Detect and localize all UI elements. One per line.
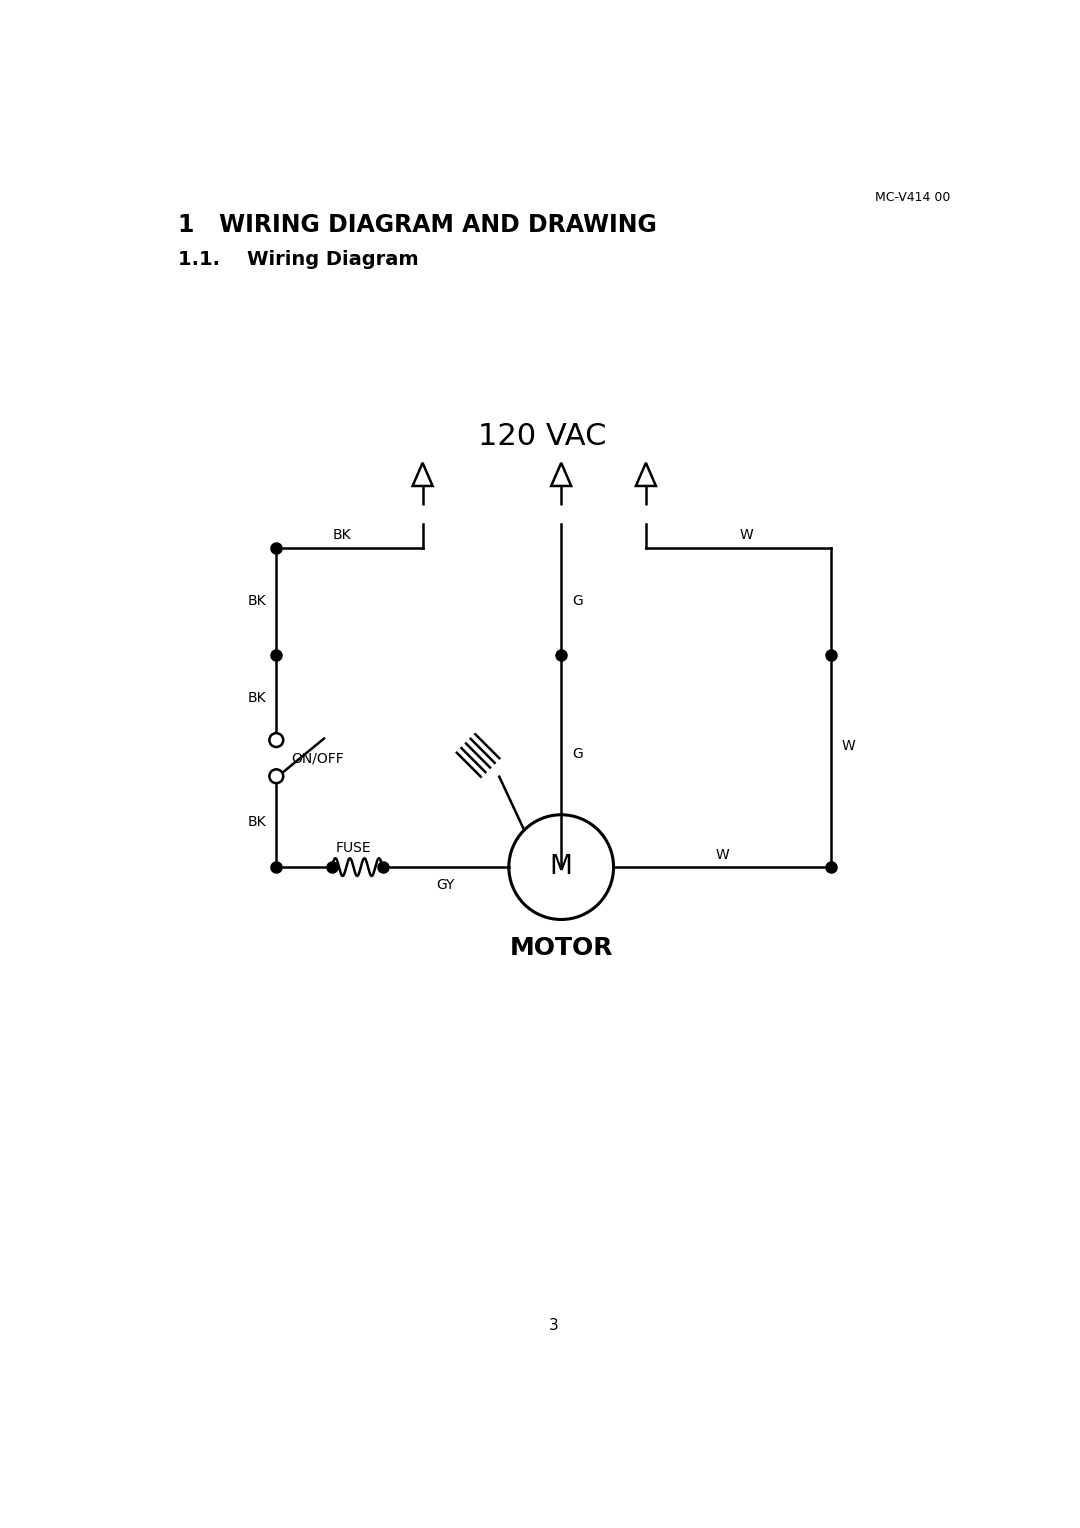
Text: 1   WIRING DIAGRAM AND DRAWING: 1 WIRING DIAGRAM AND DRAWING [178,212,657,237]
Text: G: G [572,594,583,608]
Text: BK: BK [333,529,351,542]
Circle shape [269,769,283,784]
Text: W: W [739,529,753,542]
Text: BK: BK [247,814,267,828]
Text: GY: GY [436,879,455,892]
Text: MOTOR: MOTOR [510,937,613,961]
Text: 1.1.    Wiring Diagram: 1.1. Wiring Diagram [178,249,418,269]
Text: ON/OFF: ON/OFF [292,752,345,766]
Text: M: M [550,854,572,880]
Text: W: W [715,848,729,862]
Circle shape [269,733,283,747]
Text: 120 VAC: 120 VAC [477,422,606,451]
Text: G: G [572,747,583,761]
Text: 3: 3 [549,1317,558,1332]
Text: FUSE: FUSE [336,840,372,854]
Text: BK: BK [247,691,267,704]
Text: W: W [841,740,855,753]
Text: MC-V414 00: MC-V414 00 [875,191,950,205]
Text: BK: BK [247,594,267,608]
